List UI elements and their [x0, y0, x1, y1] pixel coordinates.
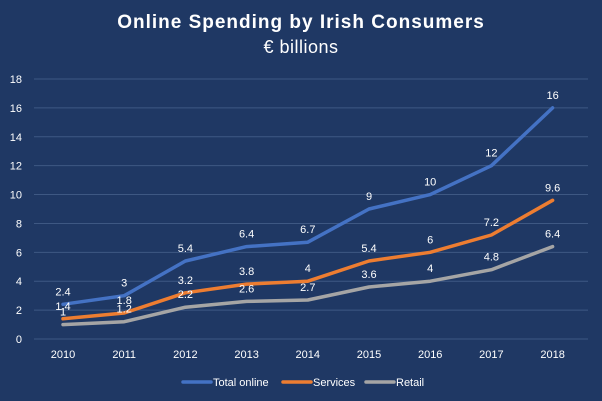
- data-label: 2.6: [239, 283, 254, 295]
- data-label: 1: [60, 307, 66, 319]
- series-line-1: [61, 198, 555, 321]
- data-label: 6.4: [239, 229, 254, 241]
- y-axis-ticks: 0 2 4 6 8 10 12 14 16 18: [10, 74, 22, 346]
- x-tick-label: 2010: [51, 349, 75, 361]
- chart-title: Online Spending by Irish Consumers: [117, 12, 485, 33]
- data-label: 10: [424, 177, 436, 189]
- y-tick-label: 8: [16, 218, 22, 230]
- data-label: 3.6: [361, 269, 376, 281]
- legend: Total online Services Retail: [181, 377, 424, 389]
- series-lines: [61, 106, 555, 327]
- data-label: 1.8: [117, 295, 132, 307]
- data-label: 7.2: [484, 217, 499, 229]
- data-label: 6.7: [300, 224, 315, 236]
- data-label: 4: [305, 263, 311, 275]
- data-label: 2.7: [300, 282, 315, 294]
- data-label: 9.6: [545, 182, 560, 194]
- legend-label: Total online: [213, 377, 269, 389]
- y-tick-label: 4: [16, 276, 22, 288]
- x-tick-label: 2018: [540, 349, 564, 361]
- data-label: 16: [546, 90, 558, 102]
- series-line-2: [61, 244, 555, 327]
- data-label: 4.8: [484, 252, 499, 264]
- chart-subtitle: € billions: [263, 37, 338, 57]
- gridlines: [34, 78, 588, 340]
- x-tick-label: 2014: [296, 349, 320, 361]
- data-label: 12: [485, 148, 497, 160]
- data-label: 2.4: [55, 286, 70, 298]
- data-label: 4: [427, 263, 433, 275]
- legend-label: Services: [313, 377, 356, 389]
- x-tick-label: 2017: [479, 349, 503, 361]
- legend-label: Retail: [396, 377, 424, 389]
- y-tick-label: 14: [10, 132, 22, 144]
- data-label: 3: [121, 278, 127, 290]
- y-tick-label: 2: [16, 305, 22, 317]
- x-tick-label: 2016: [418, 349, 442, 361]
- y-tick-label: 18: [10, 74, 22, 86]
- data-label: 2.2: [178, 289, 193, 301]
- data-label: 5.4: [178, 243, 193, 255]
- y-tick-label: 12: [10, 161, 22, 173]
- data-label: 5.4: [361, 243, 376, 255]
- x-tick-label: 2015: [357, 349, 381, 361]
- data-label: 9: [366, 191, 372, 203]
- data-label: 6.4: [545, 229, 560, 241]
- y-tick-label: 6: [16, 247, 22, 259]
- series-line-0: [61, 106, 555, 307]
- x-tick-label: 2013: [234, 349, 258, 361]
- x-tick-label: 2011: [112, 349, 136, 361]
- x-tick-label: 2012: [173, 349, 197, 361]
- y-tick-label: 10: [10, 190, 22, 202]
- data-label: 1.2: [117, 304, 132, 316]
- data-labels: 2.4 3 5.4 6.4 6.7 9 10 12 16 1.4 1.8 3.2 3.8 4 5.4 6 7.2…: [55, 90, 560, 319]
- data-label: 3.8: [239, 266, 254, 278]
- data-label: 6: [427, 234, 433, 246]
- x-axis-ticks: 2010 2011 2012 2013 2014 2015 2016 2017 2018: [51, 349, 565, 361]
- y-tick-label: 0: [16, 334, 22, 346]
- y-tick-label: 16: [10, 103, 22, 115]
- data-label: 3.2: [178, 275, 193, 287]
- data-label: 1.4: [55, 301, 70, 313]
